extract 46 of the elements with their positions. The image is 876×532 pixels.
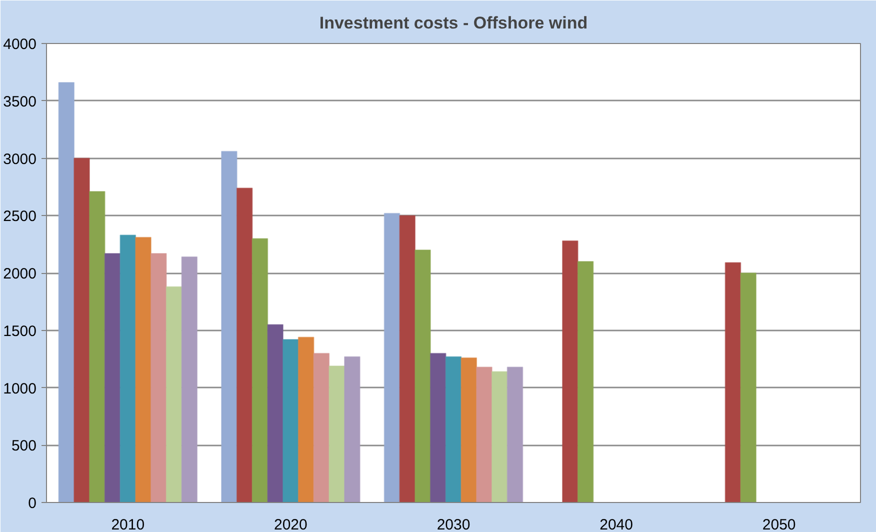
bar — [491, 371, 508, 502]
bar — [384, 212, 400, 502]
bar — [414, 250, 431, 502]
y-tick-label: 2000 — [3, 266, 37, 282]
bar — [506, 366, 524, 502]
bar — [399, 215, 416, 502]
bar — [74, 158, 90, 502]
y-tick-label: 1000 — [3, 380, 37, 398]
bar — [313, 352, 330, 502]
bar — [135, 236, 152, 502]
x-tick-label: 2010 — [111, 516, 145, 532]
bar — [328, 365, 346, 502]
y-tick-label: 500 — [11, 438, 37, 455]
y-tick-label: 2500 — [3, 208, 37, 226]
bar — [430, 352, 446, 502]
bar — [88, 191, 106, 502]
bar — [577, 261, 594, 502]
bar — [724, 262, 742, 502]
y-tick-label: 0 — [28, 495, 36, 512]
bar — [282, 339, 299, 502]
bar — [58, 82, 75, 502]
bar — [236, 188, 253, 502]
x-tick-label: 2030 — [436, 516, 470, 532]
bar — [221, 150, 238, 502]
chart-title: Investment costs - Offshore wind — [319, 14, 588, 32]
bar — [181, 256, 198, 502]
x-tick-label: 2040 — [600, 516, 633, 532]
y-tick-label: 3000 — [3, 150, 37, 168]
y-tick-label: 3500 — [3, 93, 37, 110]
bar — [460, 357, 478, 502]
bar — [150, 252, 167, 502]
x-tick-label: 2050 — [762, 516, 796, 532]
bar — [166, 286, 182, 502]
bar — [298, 336, 314, 502]
bar — [104, 252, 121, 502]
bar — [476, 366, 492, 502]
bar — [445, 356, 462, 502]
y-tick-label: 4000 — [3, 36, 37, 53]
y-tick-label: 1500 — [3, 322, 37, 340]
bar — [562, 240, 578, 502]
bar — [120, 234, 136, 502]
x-tick-label: 2020 — [274, 516, 308, 532]
bar — [252, 238, 268, 502]
bar — [344, 356, 360, 502]
bar — [740, 272, 757, 502]
bar — [267, 324, 284, 502]
